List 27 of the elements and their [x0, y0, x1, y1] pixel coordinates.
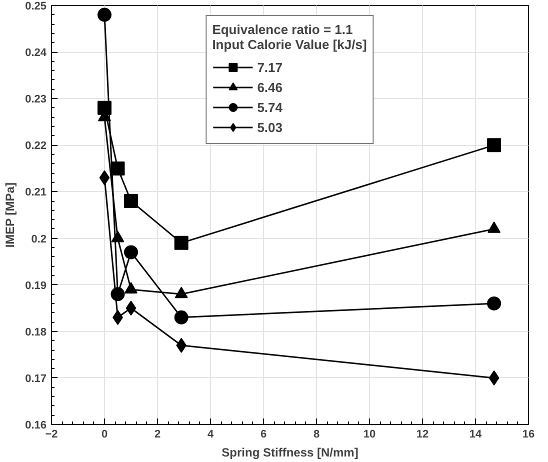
- y-tick-label: 0.24: [25, 47, 48, 60]
- legend-label: 6.46: [257, 80, 283, 94]
- x-tick-label: 8: [313, 428, 320, 440]
- x-tick-label: 14: [469, 428, 482, 440]
- y-tick-label: 0.2: [31, 233, 47, 246]
- legend-label: 5.03: [257, 120, 283, 134]
- x-tick-label: 2: [154, 428, 161, 440]
- y-axis-title: IMEP [MPa]: [3, 182, 18, 248]
- y-tick-label: 0.22: [25, 140, 47, 152]
- y-tick-label: 0.17: [25, 372, 47, 385]
- x-tick-label: 16: [522, 428, 535, 440]
- x-tick-label: 0: [101, 428, 108, 440]
- y-tick-label: 0.16: [25, 420, 47, 432]
- y-tick-label: 0.21: [25, 186, 47, 199]
- x-tick-label: 6: [260, 428, 267, 440]
- legend-title: Equivalence ratio = 1.1 Input Calorie Value [kJ/s]: [212, 22, 367, 52]
- x-tick-label: 10: [363, 428, 376, 440]
- x-tick-label: 4: [207, 428, 214, 440]
- x-axis-title: Spring Stiffness [N/mm]: [222, 446, 358, 460]
- x-tick-label: −2: [45, 428, 58, 440]
- y-tick-label: 0.25: [25, 0, 47, 12]
- y-tick-label: 0.18: [25, 326, 47, 338]
- x-tick-label: 12: [416, 428, 429, 440]
- y-tick-label: 0.23: [25, 94, 47, 106]
- legend-label: 7.17: [257, 60, 283, 74]
- y-tick-label: 0.19: [25, 280, 47, 292]
- legend-label: 5.74: [257, 100, 283, 114]
